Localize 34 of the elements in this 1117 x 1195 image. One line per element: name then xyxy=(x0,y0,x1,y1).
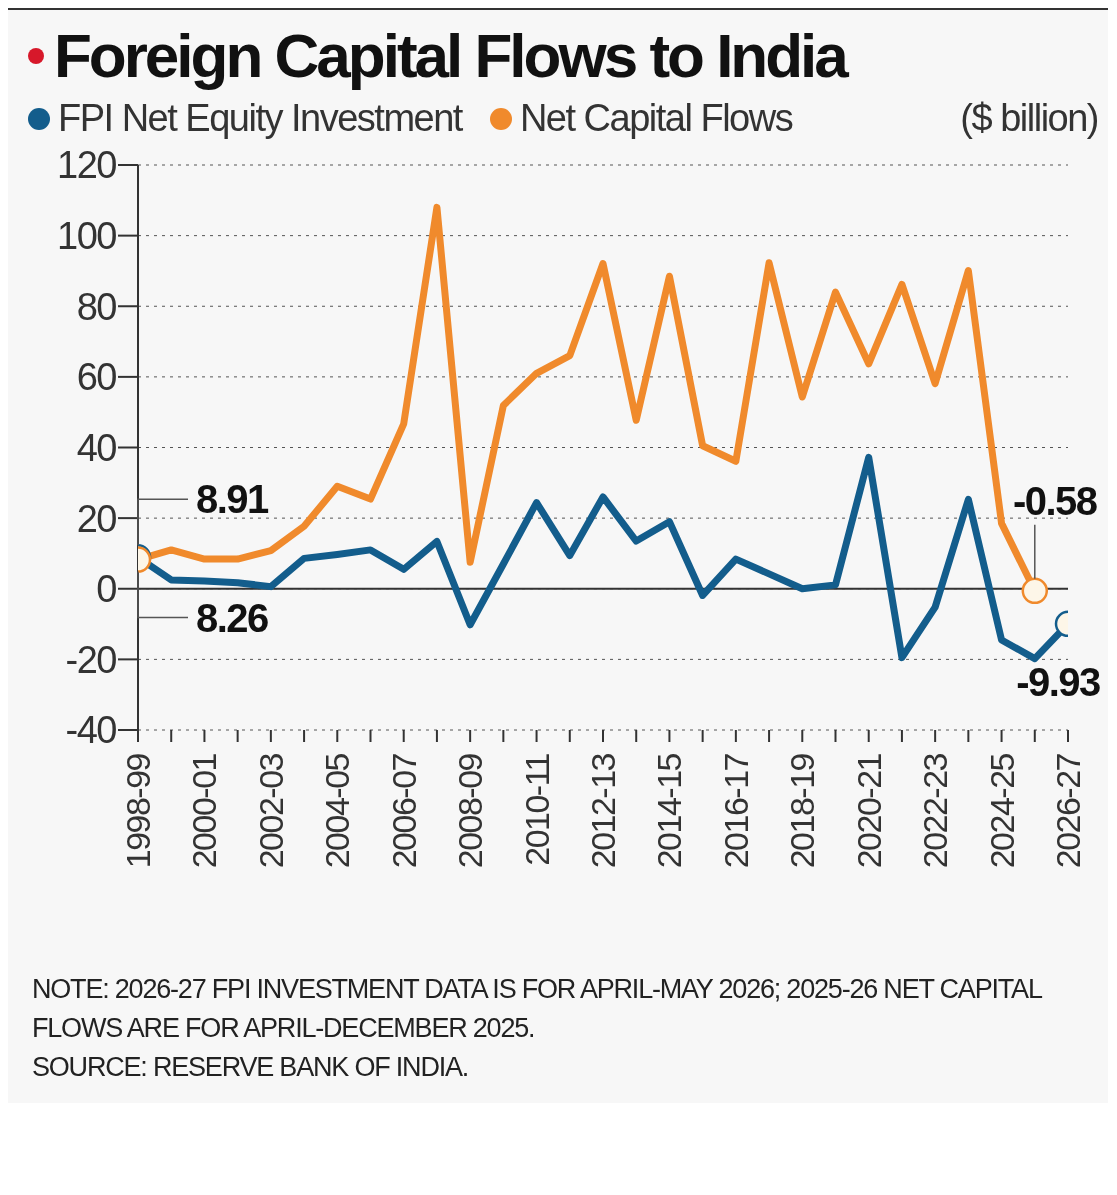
y-tick-label: 20 xyxy=(76,497,117,540)
x-tick-label: 2006-07 xyxy=(384,753,423,869)
x-tick-label: 2016-17 xyxy=(716,753,755,869)
source-note: SOURCE: RESERVE BANK OF INDIA. xyxy=(32,1051,470,1085)
x-tick-label: 2002-03 xyxy=(251,753,290,869)
x-tick-label: 2014-15 xyxy=(650,753,689,869)
y-tick-label: 60 xyxy=(76,356,117,399)
data-label: -9.93 xyxy=(1016,659,1101,704)
y-axis-title: ($ billion) xyxy=(960,97,1098,140)
x-tick-label: 2008-09 xyxy=(451,753,490,869)
data-label: 8.91 xyxy=(196,477,270,522)
x-tick-label: 2020-21 xyxy=(849,753,888,869)
x-tick-label: 2010-11 xyxy=(517,753,556,866)
y-tick-label: -20 xyxy=(65,638,117,681)
x-tick-label: 1998-99 xyxy=(119,753,157,869)
legend-label: FPI Net Equity Investment xyxy=(58,97,462,140)
data-label: -0.58 xyxy=(1012,478,1098,523)
y-tick-label: 0 xyxy=(96,568,117,611)
y-tick-label: 120 xyxy=(57,144,117,187)
x-tick-label: 2024-25 xyxy=(982,753,1021,869)
x-tick-label: 2000-01 xyxy=(185,753,224,869)
legend-label: Net Capital Flows xyxy=(519,97,793,140)
x-tick-label: 2026-27 xyxy=(1049,753,1087,869)
text: NOTE: 2026-27 FPI INVESTMENT DATA IS FOR APRIL-MAY 2026; 2025-26 NET CAPITAL FLOWS ARE FOR APRIL-DECEMBER 2025. xyxy=(32,973,1043,1046)
y-tick-label: 100 xyxy=(57,215,117,258)
y-tick-label: 40 xyxy=(76,426,117,469)
x-tick-label: 2018-19 xyxy=(783,753,822,869)
y-tick-label: -40 xyxy=(65,709,117,752)
data-label: 8.26 xyxy=(196,595,269,640)
x-tick-label: 2022-23 xyxy=(916,753,955,869)
chart-title: Foreign Capital Flows to India xyxy=(54,20,846,91)
x-tick-label: 2004-05 xyxy=(318,753,357,869)
y-tick-label: 80 xyxy=(76,285,117,328)
x-tick-label: 2012-13 xyxy=(584,753,622,869)
